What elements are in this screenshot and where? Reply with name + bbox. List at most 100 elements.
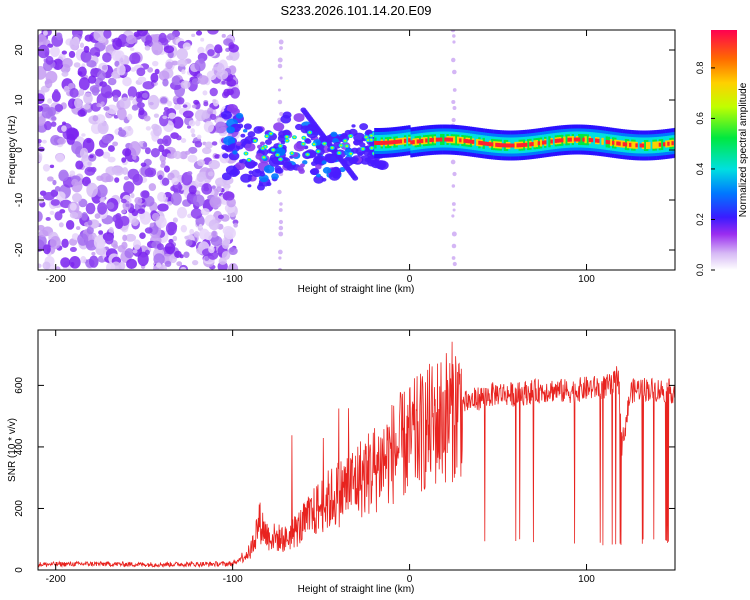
noise-blob — [182, 42, 191, 51]
noise-blob — [55, 153, 65, 163]
core-inner — [276, 153, 279, 156]
carrier-band — [463, 138, 466, 143]
noise-blob — [54, 211, 63, 221]
carrier-band — [548, 136, 551, 148]
signal-blob — [223, 135, 236, 146]
noise-blob — [229, 246, 235, 253]
noise-blob — [150, 148, 160, 158]
carrier-band — [550, 139, 553, 144]
noise-blob — [188, 120, 196, 127]
signal-blob — [310, 161, 318, 167]
carrier-band — [667, 141, 670, 146]
carrier-band — [410, 140, 413, 145]
carrier-band — [588, 137, 592, 142]
noise-blob — [154, 68, 160, 75]
signal-blob — [364, 157, 371, 162]
noise-blob — [104, 233, 114, 245]
noise-blob — [186, 171, 193, 176]
noise-blob — [136, 67, 146, 77]
stripe-dot — [278, 39, 284, 45]
carrier-band — [628, 142, 632, 147]
snr-background — [38, 330, 675, 570]
carrier-band — [539, 139, 543, 147]
noise-blob — [137, 208, 145, 214]
noise-blob — [222, 225, 234, 236]
noise-blob — [187, 213, 193, 219]
colorbar-label: Normalized spectral amplitude — [738, 82, 749, 217]
carrier-band — [497, 143, 500, 148]
noise-blob — [68, 50, 76, 59]
noise-blob — [180, 138, 187, 144]
noise-blob — [128, 96, 134, 101]
noise-blob — [130, 67, 136, 72]
noise-blob — [197, 75, 209, 85]
carrier-band — [639, 143, 643, 148]
y-tick-label: 10 — [14, 94, 25, 106]
noise-blob — [215, 177, 227, 187]
noise-blob — [112, 214, 121, 224]
stripe-dot — [452, 261, 457, 267]
noise-blob — [214, 154, 221, 159]
carrier-band — [471, 139, 475, 144]
noise-blob — [135, 91, 142, 99]
noise-blob — [197, 46, 205, 55]
noise-blob — [194, 140, 203, 148]
noise-blob — [142, 142, 148, 147]
noise-blob — [176, 97, 185, 105]
noise-blob — [188, 185, 197, 195]
noise-blob — [163, 165, 170, 173]
carrier-band — [616, 141, 619, 146]
carrier-band — [527, 139, 530, 151]
y-tick-label: 200 — [14, 500, 25, 517]
carrier-band — [499, 143, 502, 148]
noise-blob — [83, 92, 93, 105]
carrier-band — [386, 140, 390, 145]
noise-blob — [214, 121, 227, 134]
noise-blob — [99, 197, 106, 203]
noise-blob — [58, 169, 69, 182]
carrier-band — [665, 140, 668, 148]
stripe-dot — [279, 76, 283, 80]
noise-blob — [217, 47, 223, 53]
noise-blob — [194, 109, 207, 122]
noise-blob — [102, 151, 111, 159]
carrier-band — [631, 141, 634, 149]
noise-blob — [125, 233, 137, 242]
streak-blob — [352, 175, 359, 181]
x-tick-label: 0 — [407, 574, 413, 585]
noise-blob — [38, 111, 42, 117]
core-inner — [272, 148, 275, 151]
noise-blob — [226, 55, 234, 61]
noise-blob — [86, 182, 98, 198]
noise-blob — [193, 231, 200, 238]
carrier-band — [520, 143, 524, 148]
carrier-band — [446, 137, 449, 142]
noise-blob — [201, 183, 213, 195]
noise-blob — [44, 120, 52, 131]
noise-blob — [122, 234, 128, 242]
carrier-band — [384, 140, 388, 145]
carrier-band — [389, 140, 392, 145]
noise-blob — [123, 176, 130, 181]
signal-blob — [238, 159, 244, 164]
core-inner — [339, 144, 343, 147]
noise-blob — [113, 243, 119, 249]
carrier-band — [429, 138, 432, 143]
carrier-band — [427, 134, 430, 146]
noise-blob — [94, 148, 104, 157]
stripe-dot — [451, 256, 456, 260]
noise-blob — [119, 97, 131, 110]
carrier-band — [482, 141, 485, 146]
noise-blob — [209, 195, 222, 209]
noise-blob — [69, 246, 77, 252]
snr-frame — [37, 329, 676, 571]
signal-blob — [321, 160, 327, 165]
noise-blob — [167, 222, 178, 232]
noise-blob — [171, 60, 179, 66]
noise-blob — [76, 226, 81, 231]
carrier-band — [467, 139, 471, 144]
noise-blob — [131, 218, 139, 227]
signal-blob — [235, 141, 242, 146]
noise-blob — [216, 69, 229, 80]
noise-blob — [195, 119, 201, 127]
